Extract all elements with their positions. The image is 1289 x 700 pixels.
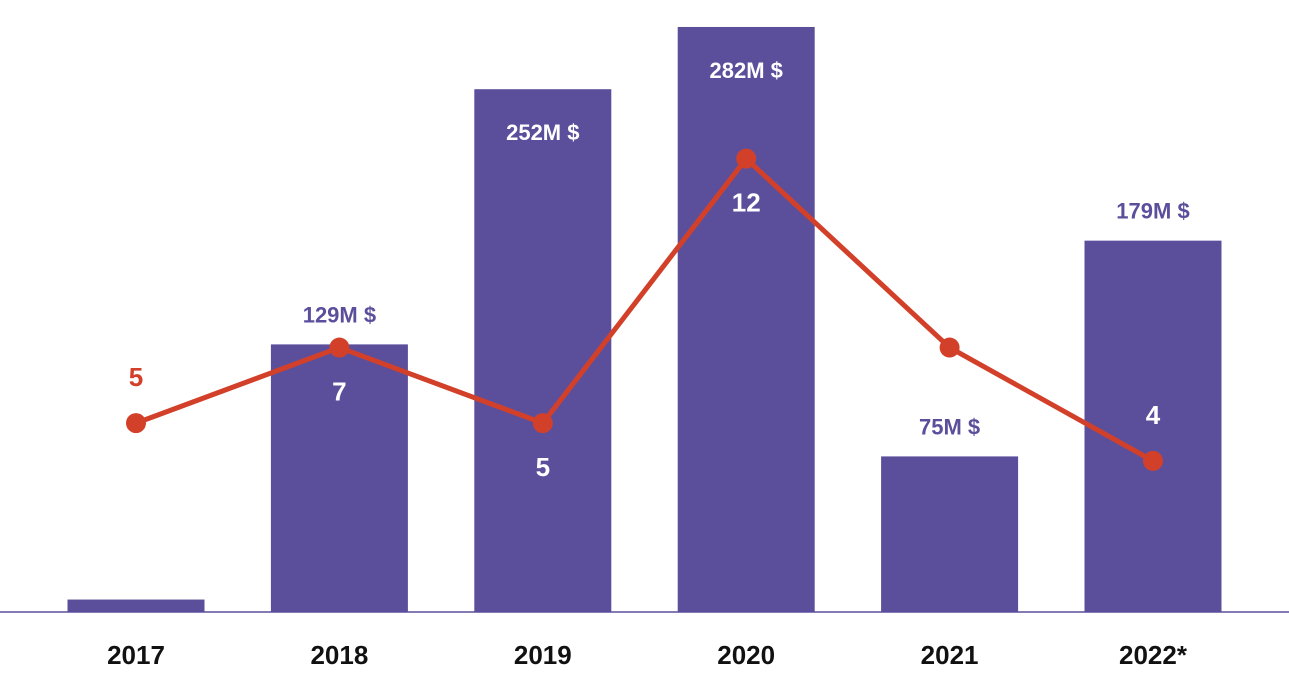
line-value-labels: 5 7 5 12 7 4 [129,188,1161,482]
x-tick-label: 2017 [107,640,165,670]
bar-2021 [881,456,1019,612]
line-value-label: 7 [942,377,956,407]
line-point-2019 [532,413,553,434]
x-tick-label: 2020 [717,640,775,670]
line-value-label: 5 [536,452,550,482]
x-tick-label: 2021 [921,640,979,670]
line-point-2021 [939,337,960,358]
line-value-label: 12 [732,188,761,218]
x-tick-label: 2019 [514,640,572,670]
bar-2018 [270,344,408,612]
line-value-label: 7 [332,377,346,407]
bar-2020 [677,26,815,613]
bar-2019 [474,89,612,612]
line-series-path [133,156,1156,464]
bar-value-label: 75M $ [919,414,980,439]
bar-2022 [1084,240,1222,612]
bar-value-labels: 6M $ 129M $ 252M $ 282M $ 75M $ 179M $ [112,58,1190,656]
line-point-2017 [126,413,146,434]
line-point-2022 [1143,450,1163,471]
line-point-2020 [736,148,757,169]
bar-value-label: 282M $ [710,58,783,83]
line-value-label: 4 [1146,400,1161,430]
bar-value-label: 252M $ [506,120,579,145]
bar-series [67,26,1222,613]
x-tick-labels: 2017 2018 2019 2020 2021 2022* [107,640,1188,670]
line-value-label: 5 [129,362,143,392]
line-points [126,148,1163,471]
bar-2017 [67,599,205,612]
x-tick-label: 2022* [1119,640,1188,670]
x-tick-label: 2018 [310,640,368,670]
line-point-2018 [329,337,350,358]
bar-value-label: 6M $ [112,631,161,656]
line-series [126,148,1163,471]
bar-value-label: 129M $ [303,302,376,327]
bar-value-label: 179M $ [1116,199,1189,224]
